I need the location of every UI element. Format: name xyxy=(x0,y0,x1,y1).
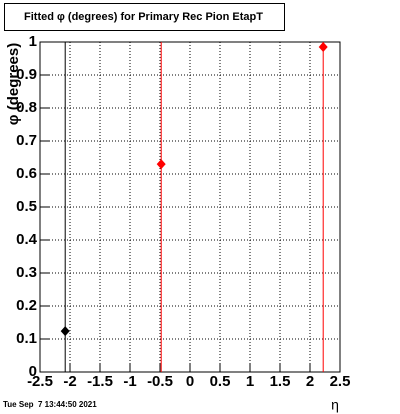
x-tick-label: 2.5 xyxy=(330,373,351,390)
x-tick-label: -2 xyxy=(63,373,76,390)
x-tick-label: 1.5 xyxy=(270,373,291,390)
x-tick-label: -1 xyxy=(123,373,136,390)
plot-frame xyxy=(39,41,341,373)
x-tick-label: 2 xyxy=(306,373,314,390)
y-tick-label: 0.2 xyxy=(16,297,37,314)
x-tick-label: -0.5 xyxy=(147,373,173,390)
y-tick-label: 0.6 xyxy=(16,165,37,182)
x-tick-label: 1 xyxy=(246,373,254,390)
y-tick-label: 0 xyxy=(29,363,37,380)
y-axis-label: φ (degrees) xyxy=(5,43,22,125)
y-tick-label: 0.1 xyxy=(16,330,37,347)
point xyxy=(318,41,328,52)
y-tick-label: 0.9 xyxy=(16,66,37,83)
y-tick-label: 1 xyxy=(29,33,37,50)
y-tick-label: 0.7 xyxy=(16,132,37,149)
y-tick-label: 0.4 xyxy=(16,231,38,248)
y-tick-label: 0.5 xyxy=(16,198,37,215)
x-axis-label: η xyxy=(331,397,339,413)
point xyxy=(156,159,166,170)
y-tick-label: 0.8 xyxy=(16,99,37,116)
x-tick-label: -1.5 xyxy=(87,373,113,390)
chart-title: Fitted φ (degrees) for Primary Rec Pion … xyxy=(24,11,263,23)
x-tick-label: 0 xyxy=(186,373,194,390)
x-tick-label: 0.5 xyxy=(210,373,231,390)
x-tick-label: -2.5 xyxy=(27,373,53,390)
title-box xyxy=(4,3,285,31)
footer: Tue Sep 7 13:44:50 2021 xyxy=(3,400,97,409)
y-tick-label: 0.3 xyxy=(16,264,37,281)
point xyxy=(60,326,70,337)
